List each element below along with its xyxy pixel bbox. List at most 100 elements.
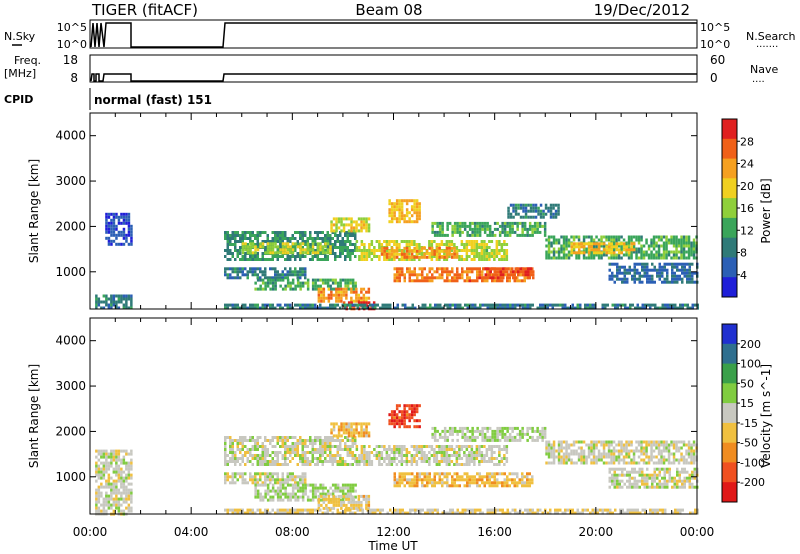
- power-cell: [630, 245, 633, 249]
- velocity-cell: [420, 445, 424, 448]
- power-cell: [478, 252, 481, 255]
- power-cell: [231, 237, 234, 240]
- power-cell: [674, 303, 677, 307]
- power-cell: [125, 236, 128, 240]
- power-region: [317, 287, 371, 303]
- power-cell: [608, 268, 611, 272]
- power-cell: [358, 258, 361, 261]
- velocity-cell: [352, 422, 356, 426]
- power-cell: [229, 273, 232, 277]
- velocity-cell: [410, 460, 414, 463]
- power-cell: [593, 242, 596, 246]
- power-cell: [685, 256, 688, 260]
- power-cell: [125, 221, 128, 225]
- power-region: [545, 235, 698, 260]
- velocity-cell: [269, 475, 272, 479]
- power-cell: [459, 306, 462, 310]
- velocity-cell: [508, 438, 512, 442]
- velocity-cell: [105, 509, 108, 513]
- power-cell: [279, 231, 282, 234]
- velocity-cell: [102, 464, 106, 468]
- power-cell: [357, 229, 361, 233]
- power-cell: [371, 303, 374, 307]
- velocity-cell: [466, 435, 469, 439]
- power-cell: [110, 224, 113, 228]
- velocity-cell: [627, 440, 631, 444]
- power-cell: [406, 306, 409, 310]
- power-cell: [289, 281, 292, 285]
- power-cell: [501, 221, 504, 225]
- power-cell: [281, 278, 285, 282]
- power-cell: [342, 226, 346, 230]
- velocity-cell: [463, 454, 466, 457]
- velocity-cell: [349, 489, 352, 493]
- power-cell: [411, 279, 414, 283]
- power-cell: [335, 290, 338, 294]
- power-cell: [276, 234, 279, 237]
- velocity-cell: [231, 454, 234, 457]
- velocity-cell: [430, 448, 434, 451]
- power-cell: [577, 238, 581, 242]
- power-cell: [274, 287, 277, 291]
- power-cell: [531, 227, 534, 231]
- power-cell: [340, 220, 343, 224]
- power-cell: [226, 273, 229, 277]
- power-cell: [524, 215, 528, 219]
- power-cell: [365, 255, 369, 258]
- power-cell: [468, 224, 472, 228]
- velocity-cell: [316, 463, 319, 466]
- velocity-cell: [314, 492, 317, 496]
- velocity-cell: [281, 475, 284, 479]
- velocity-cell: [279, 478, 282, 482]
- power-cell: [433, 233, 437, 237]
- velocity-cell: [350, 506, 353, 510]
- power-cell: [241, 231, 244, 234]
- velocity-cell: [340, 500, 343, 504]
- velocity-cell: [523, 484, 526, 488]
- velocity-cell: [610, 455, 613, 459]
- power-cell: [496, 227, 499, 231]
- velocity-cell: [590, 446, 593, 450]
- velocity-cell: [493, 429, 497, 433]
- velocity-cell: [251, 436, 254, 439]
- power-cell: [403, 276, 406, 280]
- power-cell: [633, 262, 636, 266]
- power-cell: [319, 306, 322, 310]
- power-cell: [414, 306, 417, 310]
- power-cell: [554, 209, 558, 213]
- velocity-cell: [112, 500, 116, 504]
- power-region: [482, 267, 535, 280]
- power-cell: [241, 267, 244, 271]
- velocity-cell: [602, 461, 606, 465]
- velocity-cell: [592, 440, 596, 444]
- power-cell: [259, 234, 262, 237]
- power-cell: [460, 258, 464, 261]
- power-cell: [335, 229, 338, 233]
- power-cell: [527, 270, 530, 274]
- power-cell: [443, 267, 446, 271]
- power-cell: [545, 253, 548, 257]
- velocity-cell: [231, 460, 234, 463]
- power-cell: [378, 243, 381, 246]
- velocity-cell: [335, 503, 338, 507]
- power-cell: [234, 234, 237, 237]
- power-cell: [473, 246, 476, 249]
- velocity-cell: [249, 460, 252, 463]
- power-cell: [579, 303, 582, 307]
- velocity-cell: [531, 481, 534, 485]
- velocity-cell: [398, 481, 401, 485]
- velocity-cell: [329, 454, 332, 457]
- velocity-cell: [256, 492, 260, 496]
- velocity-cell: [341, 489, 345, 493]
- power-cell: [112, 230, 116, 234]
- power-cell: [456, 221, 459, 225]
- power-cell: [499, 267, 502, 271]
- velocity-cell: [580, 458, 583, 462]
- velocity-cell: [327, 494, 331, 498]
- power-cell: [480, 249, 484, 252]
- power-cell: [352, 290, 356, 294]
- power-cell: [627, 238, 631, 242]
- power-cell: [274, 281, 277, 285]
- velocity-cell: [358, 454, 361, 457]
- power-cell: [390, 220, 394, 224]
